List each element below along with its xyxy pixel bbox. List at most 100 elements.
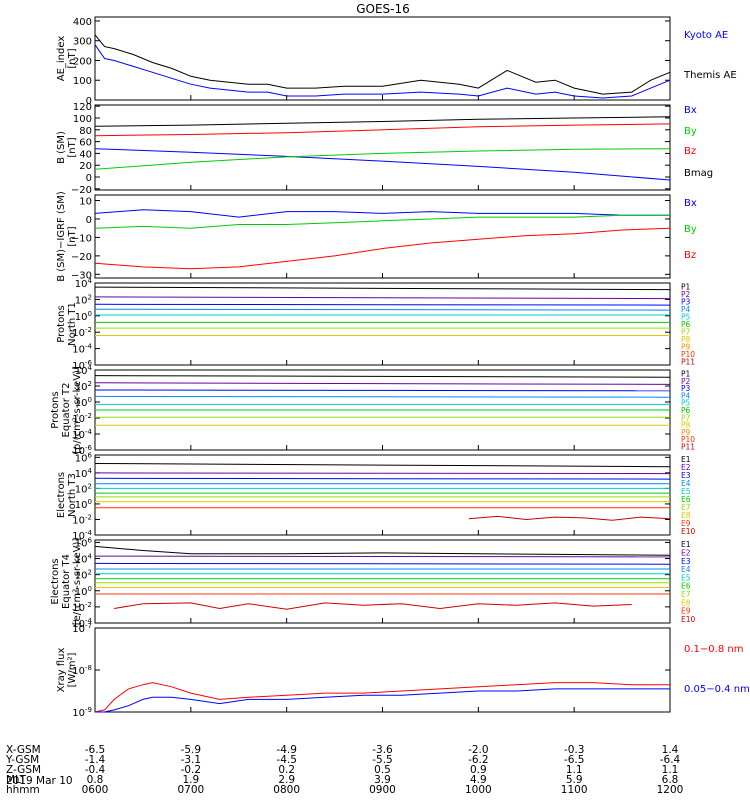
series-line-p4 (94, 395, 671, 398)
legend-label: P7 (681, 327, 691, 336)
legend-label: E3 (681, 557, 691, 566)
legend-label: By (684, 126, 697, 137)
y-tick-label: 10-4 (72, 428, 92, 441)
series-line-by (94, 214, 670, 229)
time-axis-value: 1100 (561, 784, 588, 796)
y-tick-label: 200 (73, 56, 92, 67)
time-axis-value: -5.9 (181, 744, 202, 756)
series-line-p1 (94, 286, 671, 291)
y-axis-label: ElectronsNorth T3 (56, 472, 78, 518)
y-tick-label: −20 (71, 252, 92, 263)
time-axis-value: -6.2 (468, 754, 489, 766)
legend-label: P11 (681, 357, 695, 366)
y-axis-label: Xray flux[W/m²] (56, 648, 78, 693)
y-axis-label: ElectronsEquator T4[e/(cm²-s-sr-keV)] (50, 538, 83, 626)
legend-label: Bz (684, 250, 696, 261)
legend-label: P3 (681, 298, 691, 307)
legend-label: P6 (681, 406, 691, 415)
legend-label: Bmag (684, 168, 713, 179)
y-tick-label: 10-2 (72, 513, 92, 526)
time-axis-value: -3.6 (372, 744, 393, 756)
legend-label: P9 (681, 428, 691, 437)
y-tick-label: 104 (75, 364, 93, 377)
series-line-p1 (94, 375, 671, 378)
y-tick-label: 100 (75, 585, 92, 598)
time-axis-value: -0.2 (181, 764, 202, 776)
legend-label: P9 (681, 342, 691, 351)
time-axis-value: 1.1 (566, 764, 583, 776)
y-tick-label: 400 (73, 17, 92, 28)
time-axis-value: -0.3 (564, 744, 585, 756)
panel-ae: 0 100 200 300 400 AE_index[nT] Kyoto AE Themis … (56, 16, 737, 107)
date-label: 2019 Mar 10 (6, 775, 73, 787)
time-axis-value: 1.9 (182, 774, 199, 786)
time-axis-value: 1.1 (662, 764, 679, 776)
legend-label: Bx (684, 105, 697, 116)
series-line-p2 (94, 296, 671, 300)
plot-title: GOES-16 (356, 2, 410, 16)
time-axis-value: 4.9 (470, 774, 487, 786)
y-tick-label: 0 (86, 96, 92, 107)
panel-frame (94, 16, 671, 101)
y-tick-label: 10-2 (72, 412, 92, 425)
legend-label: E7 (681, 503, 691, 512)
legend-label: P10 (681, 350, 695, 359)
y-axis-label: B (SM)[nT] (56, 131, 78, 164)
y-axis-label: ProtonsEquator T2[p/(cm²-s-sr-keV)] (50, 366, 83, 454)
series-line-bmag (94, 116, 671, 127)
legend-label: P6 (681, 320, 691, 329)
time-axis-value: 1200 (657, 784, 684, 796)
series-line-e10 (468, 515, 671, 521)
time-axis-table: X-GSM -6.5 -5.9 -4.9 -3.6 -2.0 -0.3 1.4 Y-GSM -1.… (5, 744, 683, 796)
y-tick-label: 10-4 (72, 343, 92, 356)
time-axis-row-label: Z-GSM (6, 764, 41, 776)
legend-label: E5 (681, 487, 691, 496)
y-tick-label: 106 (75, 536, 93, 549)
time-axis-value: 3.9 (374, 774, 391, 786)
y-tick-label: 40 (79, 149, 92, 160)
legend-label: E6 (681, 582, 691, 591)
y-tick-label: 10-7 (72, 622, 92, 635)
time-axis-value: 0700 (177, 784, 204, 796)
y-axis-label: B (SM)−IGRF (SM)[nT] (56, 191, 78, 282)
legend-label: E10 (681, 615, 696, 624)
series-line-e2 (94, 472, 671, 475)
legend-label: P1 (681, 283, 691, 292)
legend-label: E9 (681, 607, 691, 616)
y-tick-label: 102 (75, 380, 92, 393)
time-axis-value: 0.5 (374, 764, 391, 776)
legend-label: P2 (681, 377, 691, 386)
legend-label: P4 (681, 391, 691, 400)
y-tick-label: 102 (75, 482, 92, 495)
legend-label: E2 (681, 548, 691, 557)
time-axis-value: 0800 (273, 784, 300, 796)
time-axis-row-label: Y-GSM (5, 754, 39, 766)
legend-label: E8 (681, 511, 691, 520)
legend-label: E9 (681, 519, 691, 528)
time-axis-value: -6.5 (85, 744, 106, 756)
y-tick-label: 0 (86, 173, 92, 184)
legend-label: Kyoto AE (684, 30, 728, 41)
time-axis-value: -6.4 (660, 754, 681, 766)
legend-label: E1 (681, 540, 691, 549)
time-axis-row-label: hhmm (6, 784, 40, 796)
time-axis-value: -1.4 (85, 754, 106, 766)
time-axis-value: -4.9 (276, 744, 297, 756)
time-axis-value: 1000 (465, 784, 492, 796)
y-tick-label: 10-4 (72, 529, 92, 542)
series-line-e3 (94, 477, 671, 480)
legend-label: 0.1−0.8 nm (684, 644, 743, 655)
y-tick-label: 102 (75, 569, 92, 582)
legend-label: 0.05−0.4 nm (684, 684, 750, 695)
series-line-0-1-0-8-nm (94, 682, 670, 713)
panel-p_north: 104 102 100 10-2 10-4 10-6 ProtonsNorth T1 P1P2… (56, 277, 695, 372)
time-axis-row-label: X-GSM (6, 744, 41, 756)
time-axis-value: 1.4 (662, 744, 679, 756)
series-line-p2 (94, 382, 671, 385)
y-tick-label: 20 (79, 161, 92, 172)
series-line-0-05-0-4-nm (95, 688, 670, 713)
